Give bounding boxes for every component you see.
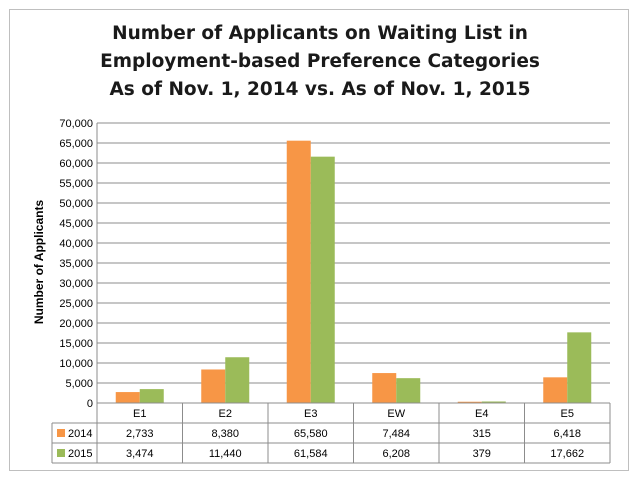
y-tick-label: 35,000 [59,258,93,270]
y-tick-label: 30,000 [59,278,93,290]
x-category-label: E1 [133,408,146,420]
legend-key-2015 [57,449,65,457]
data-value-label: 379 [473,448,491,460]
bars [115,140,592,403]
y-tick-label: 60,000 [59,158,93,170]
data-value-label: 3,474 [126,448,154,460]
y-tick-label: 65,000 [59,138,93,150]
data-value-label: 11,440 [209,448,242,460]
bar-2015-E4 [481,401,506,403]
data-value-label: 315 [473,428,491,440]
bar-2014-E2 [201,369,226,403]
data-value-label: 6,208 [382,448,410,460]
bar-2014-E4 [457,401,482,403]
data-table: E1 E2 E3 EW E4 E5 2014 2,733 8,380 65,580 7,484 315… [51,402,611,464]
chart-title-line-3: As of Nov. 1, 2014 vs. As of Nov. 1, 201… [109,79,531,100]
bar-2014-E5 [543,377,568,403]
bar-2014-EW [372,373,397,403]
bar-2015-E1 [139,389,164,403]
chart-title-line-1: Number of Applicants on Waiting List in [112,23,528,44]
bar-2014-E1 [115,392,140,403]
y-tick-label: 25,000 [59,298,93,310]
bar-2015-E3 [310,156,335,403]
chart-title-line-2: Employment-based Preference Categories [100,51,540,72]
y-tick-label: 40,000 [59,238,93,250]
bar-2014-E3 [286,140,311,403]
chart-title: Number of Applicants on Waiting List in … [0,20,640,104]
y-tick-label: 50,000 [59,198,93,210]
gridlines [96,122,610,404]
x-category-label: E3 [304,408,317,420]
x-category-label: EW [387,408,405,420]
bar-2015-E2 [225,357,250,403]
data-value-label: 7,484 [382,428,410,440]
x-category-label: E5 [561,408,574,420]
legend-label: 2015 [68,448,92,460]
y-axis-ticks: 0 5,000 10,000 15,000 20,000 25,000 30,000 35,0… [59,118,93,410]
x-category-label: E4 [475,408,488,420]
y-tick-label: 45,000 [59,218,93,230]
y-tick-label: 70,000 [59,118,93,130]
y-tick-label: 10,000 [59,358,93,370]
y-tick-label: 15,000 [59,338,93,350]
data-value-label: 65,580 [294,428,328,440]
data-value-label: 17,662 [550,448,584,460]
legend-label: 2014 [68,428,92,440]
y-tick-label: 5,000 [65,378,93,390]
data-value-label: 6,418 [553,428,581,440]
y-tick-label: 55,000 [59,178,93,190]
data-value-label: 8,380 [211,428,239,440]
y-axis-label: Number of Applicants [32,200,46,325]
bar-2015-E5 [567,332,592,403]
y-tick-label: 20,000 [59,318,93,330]
y-tick-label: 0 [87,398,93,410]
data-value-label: 2,733 [126,428,154,440]
legend-key-2014 [57,429,65,437]
data-value-label: 61,584 [294,448,328,460]
bar-2015-EW [396,378,421,403]
x-category-label: E2 [219,408,232,420]
